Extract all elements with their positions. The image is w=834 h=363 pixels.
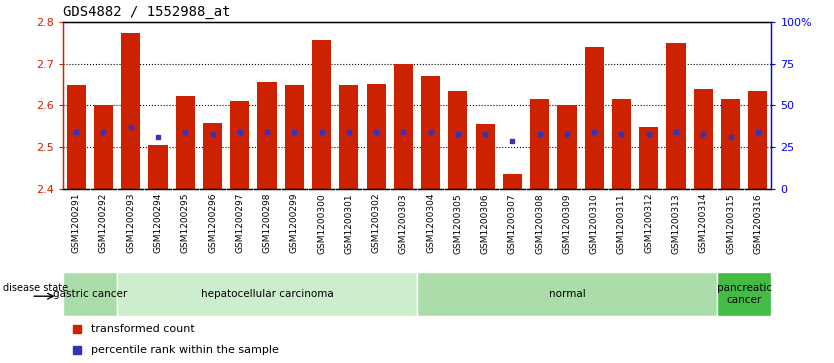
Bar xyxy=(421,76,440,189)
Text: GSM1200315: GSM1200315 xyxy=(726,193,735,254)
Text: normal: normal xyxy=(549,289,585,299)
Bar xyxy=(148,145,168,189)
Text: hepatocellular carcinoma: hepatocellular carcinoma xyxy=(201,289,334,299)
Bar xyxy=(717,272,771,316)
Text: GSM1200309: GSM1200309 xyxy=(562,193,571,254)
Text: disease state: disease state xyxy=(3,283,68,293)
Bar xyxy=(666,44,686,189)
Text: GSM1200302: GSM1200302 xyxy=(372,193,380,253)
Text: GSM1200291: GSM1200291 xyxy=(72,193,81,253)
Bar xyxy=(449,91,467,189)
Bar xyxy=(475,124,495,189)
Text: GSM1200294: GSM1200294 xyxy=(153,193,163,253)
Text: GSM1200298: GSM1200298 xyxy=(263,193,272,253)
Bar xyxy=(417,272,717,316)
Bar xyxy=(94,105,113,189)
Bar xyxy=(694,89,713,189)
Text: GSM1200314: GSM1200314 xyxy=(699,193,708,253)
Text: GSM1200305: GSM1200305 xyxy=(454,193,462,254)
Bar xyxy=(503,174,522,189)
Bar xyxy=(530,99,550,189)
Text: GDS4882 / 1552988_at: GDS4882 / 1552988_at xyxy=(63,5,230,19)
Bar xyxy=(117,272,417,316)
Text: GSM1200295: GSM1200295 xyxy=(181,193,190,253)
Text: GSM1200316: GSM1200316 xyxy=(753,193,762,254)
Bar xyxy=(367,83,385,189)
Bar xyxy=(284,85,304,189)
Text: pancreatic
cancer: pancreatic cancer xyxy=(716,283,771,305)
Text: GSM1200310: GSM1200310 xyxy=(590,193,599,254)
Text: GSM1200313: GSM1200313 xyxy=(671,193,681,254)
Bar xyxy=(748,91,767,189)
Bar xyxy=(557,105,576,189)
Text: GSM1200297: GSM1200297 xyxy=(235,193,244,253)
Bar xyxy=(312,40,331,189)
Bar xyxy=(258,82,277,189)
Text: percentile rank within the sample: percentile rank within the sample xyxy=(91,345,279,355)
Text: GSM1200307: GSM1200307 xyxy=(508,193,517,254)
Bar xyxy=(67,85,86,189)
Bar xyxy=(203,123,222,189)
Bar xyxy=(721,99,740,189)
Bar xyxy=(63,272,117,316)
Bar xyxy=(176,96,195,189)
Text: GSM1200299: GSM1200299 xyxy=(289,193,299,253)
Bar xyxy=(394,64,413,189)
Bar xyxy=(639,127,658,189)
Text: GSM1200311: GSM1200311 xyxy=(617,193,626,254)
Text: GSM1200306: GSM1200306 xyxy=(480,193,490,254)
Text: GSM1200308: GSM1200308 xyxy=(535,193,545,254)
Bar xyxy=(612,99,631,189)
Text: transformed count: transformed count xyxy=(91,324,194,334)
Text: GSM1200292: GSM1200292 xyxy=(99,193,108,253)
Bar xyxy=(339,85,359,189)
Text: GSM1200312: GSM1200312 xyxy=(644,193,653,253)
Text: GSM1200304: GSM1200304 xyxy=(426,193,435,253)
Text: GSM1200301: GSM1200301 xyxy=(344,193,354,254)
Text: GSM1200300: GSM1200300 xyxy=(317,193,326,254)
Text: GSM1200293: GSM1200293 xyxy=(126,193,135,253)
Bar xyxy=(585,47,604,189)
Text: GSM1200303: GSM1200303 xyxy=(399,193,408,254)
Text: gastric cancer: gastric cancer xyxy=(53,289,127,299)
Text: GSM1200296: GSM1200296 xyxy=(208,193,217,253)
Bar xyxy=(230,101,249,189)
Bar xyxy=(121,33,140,189)
